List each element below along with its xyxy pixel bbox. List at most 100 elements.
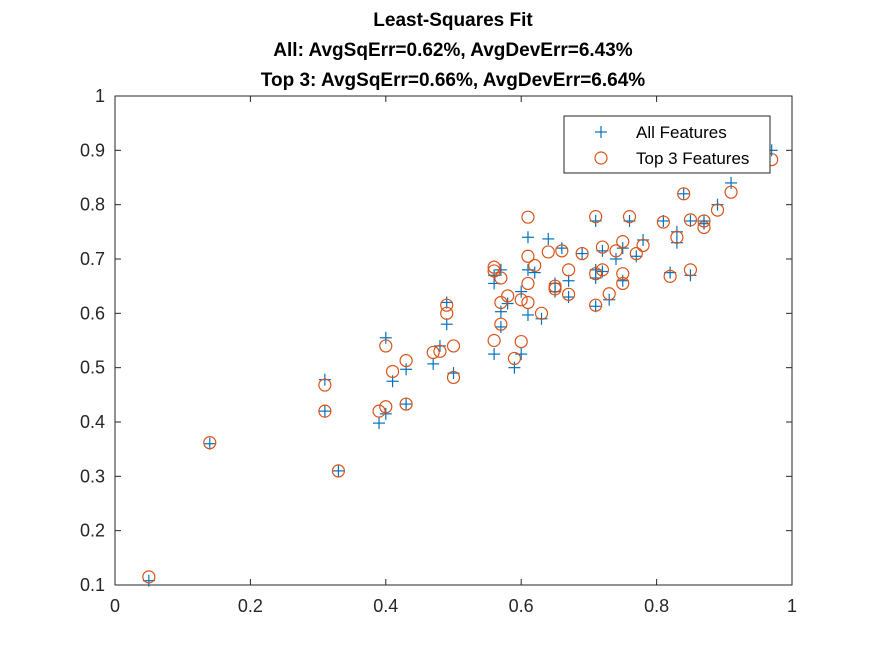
data-point-plus (677, 187, 690, 200)
data-point-plus (203, 437, 216, 450)
data-point-circle (433, 344, 447, 358)
data-point-circle (399, 397, 413, 411)
data-point-circle (331, 464, 346, 478)
data-point-circle (514, 293, 528, 307)
data-point-plus (630, 250, 643, 263)
data-point-plus (400, 363, 413, 376)
data-point-circle (487, 264, 501, 278)
data-point-circle (670, 230, 684, 244)
data-point-circle (595, 263, 610, 277)
data-point-circle (663, 269, 677, 283)
data-point-plus (318, 405, 331, 418)
data-point-circle (446, 370, 461, 385)
data-point-circle (507, 351, 522, 366)
data-point-plus (373, 417, 386, 430)
data-point-circle (318, 404, 332, 418)
data-marks (142, 144, 779, 587)
data-point-circle (494, 317, 508, 331)
data-point-circle (487, 333, 501, 348)
legend-box (563, 115, 771, 174)
data-point-plus (488, 348, 501, 361)
data-point-plus (657, 214, 670, 227)
legend-label-all-features: All Features (636, 123, 727, 142)
chart-title-line-2: All: AvgSqErr=0.62%, AvgDevErr=6.43% (273, 40, 633, 61)
data-point-circle (710, 203, 725, 217)
data-point-plus (555, 242, 568, 255)
x-tick-label: 0.8 (644, 596, 669, 616)
y-tick-label: 0.3 (80, 466, 105, 486)
x-axis-ticks: 0 0.2 0.4 0.6 0.8 1 (110, 96, 797, 616)
data-point-circle (534, 306, 549, 320)
data-point-circle (541, 245, 555, 259)
data-point-circle (609, 244, 623, 258)
data-point-plus (616, 274, 629, 287)
data-point-circle (440, 298, 454, 312)
data-point-circle (446, 339, 461, 353)
data-point-circle (385, 364, 400, 379)
data-point-circle (372, 404, 386, 418)
data-point-circle (521, 210, 535, 224)
y-tick-label: 0.5 (80, 358, 105, 378)
data-point-circle (683, 263, 698, 277)
data-point-circle (595, 240, 610, 254)
data-point-plus (440, 296, 453, 309)
data-point-plus (562, 291, 575, 304)
data-point-plus (515, 348, 528, 361)
data-point-circle (548, 282, 562, 296)
y-tick-label: 0.8 (80, 195, 105, 215)
data-point-circle (724, 185, 738, 199)
data-point-circle (616, 267, 630, 281)
data-point-circle (379, 339, 393, 353)
data-point-circle (494, 271, 508, 285)
data-point-plus (562, 274, 575, 287)
data-point-circle (399, 354, 413, 368)
y-tick-label: 0.1 (80, 575, 105, 595)
data-point-circle (203, 436, 217, 450)
data-point-plus (379, 407, 392, 420)
data-point-plus (521, 231, 534, 244)
data-point-circle (501, 289, 515, 303)
y-tick-label: 0.4 (80, 412, 105, 432)
y-tick-label: 0.7 (80, 249, 105, 269)
data-point-circle (697, 214, 711, 228)
x-tick-label: 1 (787, 596, 797, 616)
data-point-circle (589, 210, 603, 224)
data-point-circle (521, 276, 535, 291)
data-point-plus (609, 253, 622, 265)
data-point-plus (521, 263, 534, 276)
legend-circle-marker (594, 151, 608, 165)
data-point-circle (555, 244, 569, 258)
data-point-circle (697, 220, 711, 235)
x-tick-label: 0 (110, 596, 120, 616)
x-tick-label: 0.2 (238, 596, 263, 616)
data-point-circle (521, 295, 535, 310)
data-point-plus (332, 464, 345, 477)
data-point-circle (589, 298, 603, 312)
data-point-circle (426, 345, 440, 360)
chart-title-line-1: Least-Squares Fit (373, 10, 533, 31)
data-point-circle (636, 238, 650, 253)
data-point-circle (589, 267, 603, 281)
data-point-circle (683, 213, 698, 227)
data-point-plus (427, 357, 440, 370)
data-point-circle (514, 334, 528, 349)
data-point-circle (440, 306, 454, 320)
chart-title-line-3: Top 3: AvgSqErr=0.66%, AvgDevErr=6.64% (261, 70, 645, 91)
data-point-plus (379, 331, 392, 344)
legend-plus-marker (595, 126, 607, 138)
data-point-plus (542, 232, 555, 245)
x-tick-label: 0.4 (373, 596, 398, 616)
data-point-plus (521, 308, 534, 321)
data-point-circle (318, 378, 332, 392)
y-tick-label: 1 (95, 86, 105, 106)
data-point-plus (515, 285, 528, 298)
y-tick-label: 0.9 (80, 140, 105, 160)
data-point-circle (677, 187, 691, 201)
data-point-plus (400, 398, 413, 411)
data-point-plus (494, 263, 507, 276)
data-point-plus (494, 305, 507, 318)
x-tick-label: 0.6 (509, 596, 534, 616)
legend: All Features Top 3 Features (563, 115, 771, 174)
data-point-plus (576, 247, 589, 260)
